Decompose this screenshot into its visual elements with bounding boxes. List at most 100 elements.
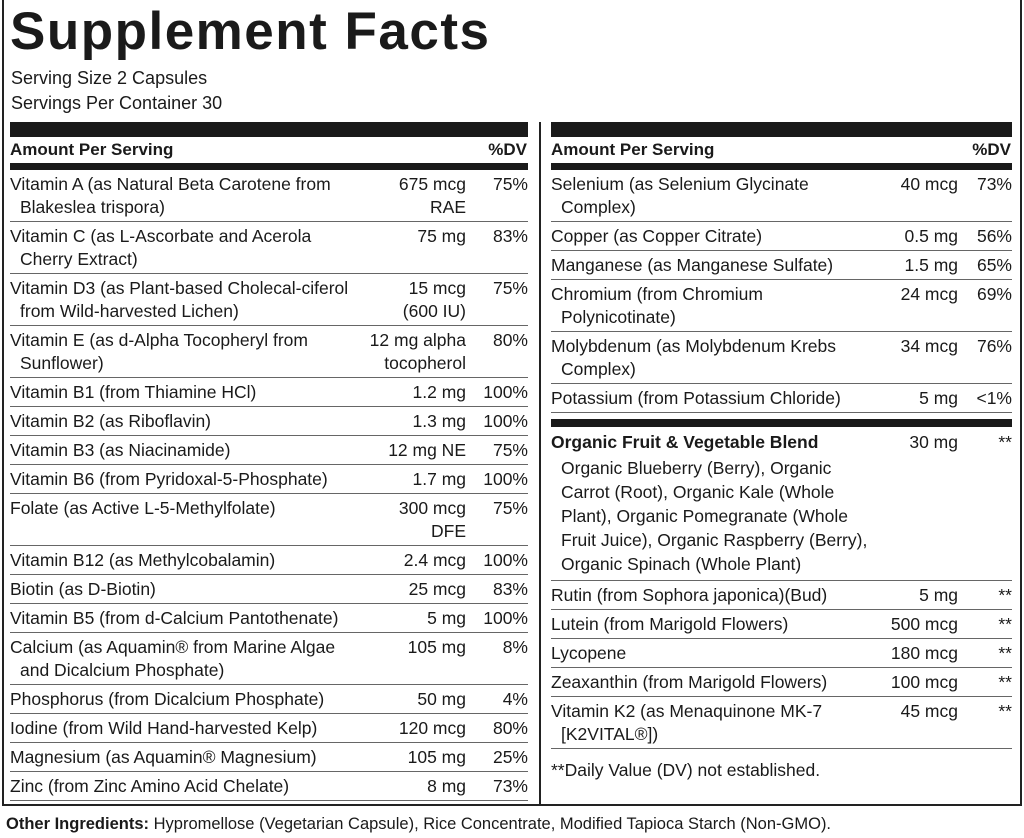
- nutrient-row: Zinc (from Zinc Amino Acid Chelate) 8 mg 7…: [10, 772, 528, 801]
- nutrient-amount: 500 mcg: [863, 613, 958, 636]
- serving-size: Serving Size 2 Capsules: [11, 68, 208, 88]
- nutrient-dv: 83%: [492, 579, 528, 599]
- nutrient-dv: 65%: [976, 255, 1012, 275]
- nutrient-row: Zeaxanthin (from Marigold Flowers) 100 mc…: [551, 668, 1012, 697]
- nutrient-row: Copper (as Copper Citrate) 0.5 mg 56%: [551, 222, 1012, 251]
- nutrient-amount: 34 mcg: [863, 335, 958, 381]
- blend-dv: **: [998, 432, 1012, 452]
- amount-line: 50 mg: [417, 689, 466, 709]
- nutrient-row: Vitamin K2 (as Menaquinone MK-7 [K2VITAL…: [551, 697, 1012, 749]
- column-divider: [539, 122, 541, 806]
- amount-line: tocopherol: [384, 353, 466, 373]
- left-table: Amount Per Serving %DV Vitamin A (as Natur…: [10, 122, 528, 801]
- nutrient-name: Potassium (from Potassium Chloride): [551, 388, 841, 408]
- nutrient-dv: 83%: [492, 226, 528, 246]
- amount-line: 12 mg NE: [388, 440, 466, 460]
- amount-line: 1.7 mg: [412, 469, 467, 489]
- nutrient-row: Vitamin C (as L-Ascorbate and Acerola Ch…: [10, 222, 528, 274]
- nutrient-amount: 12 mg NE: [366, 439, 466, 462]
- nutrient-row: Folate (as Active L-5-Methylfolate) 300 m…: [10, 494, 528, 546]
- amount-line: RAE: [430, 197, 466, 217]
- other-label: Other Ingredients:: [6, 815, 150, 833]
- nutrient-name: Rutin (from Sophora japonica)(Bud): [551, 585, 828, 605]
- header-dv: %DV: [488, 140, 527, 159]
- amount-line: 24 mcg: [900, 284, 958, 304]
- amount-line: (600 IU): [402, 301, 466, 321]
- header-amount: Amount Per Serving: [10, 140, 174, 159]
- nutrient-amount: 300 mcg DFE: [366, 497, 466, 543]
- nutrient-row: Molybdenum (as Molybdenum Krebs Complex)…: [551, 332, 1012, 384]
- nutrient-name: Vitamin A (as Natural Beta Carotene from…: [10, 174, 331, 217]
- nutrient-dv: 56%: [976, 226, 1012, 246]
- amount-line: 12 mg alpha: [369, 330, 466, 350]
- nutrient-name: Folate (as Active L-5-Methylfolate): [10, 498, 276, 518]
- nutrient-dv: 100%: [483, 550, 528, 570]
- nutrient-name: Chromium (from Chromium Polynicotinate): [551, 284, 763, 327]
- nutrient-dv: **: [998, 585, 1012, 605]
- nutrient-row: Vitamin B3 (as Niacinamide) 12 mg NE 75%: [10, 436, 528, 465]
- header-dv: %DV: [972, 140, 1011, 159]
- amount-line: 180 mcg: [890, 643, 958, 663]
- nutrient-dv: 25%: [492, 747, 528, 767]
- nutrient-dv: 69%: [976, 284, 1012, 304]
- nutrient-row: Vitamin B12 (as Methylcobalamin) 2.4 mcg 1…: [10, 546, 528, 575]
- nutrient-name: Vitamin B5 (from d-Calcium Pantothenate): [10, 608, 339, 628]
- nutrient-name: Vitamin B3 (as Niacinamide): [10, 440, 231, 460]
- amount-line: 5 mg: [427, 608, 466, 628]
- nutrient-amount: 1.2 mg: [366, 381, 467, 404]
- nutrient-row: Vitamin E (as d-Alpha Tocopheryl from Su…: [10, 326, 528, 378]
- table-header: Amount Per Serving %DV: [551, 137, 1012, 170]
- nutrient-amount: 675 mcg RAE: [366, 173, 466, 219]
- amount-line: 40 mcg: [900, 174, 958, 194]
- header-amount: Amount Per Serving: [551, 140, 715, 159]
- amount-line: 45 mcg: [900, 701, 958, 721]
- amount-line: 100 mcg: [890, 672, 958, 692]
- nutrient-row: Vitamin D3 (as Plant-based Cholecal-cife…: [10, 274, 528, 326]
- nutrient-amount: 40 mcg: [863, 173, 958, 219]
- nutrient-row: Manganese (as Manganese Sulfate) 1.5 mg 65…: [551, 251, 1012, 280]
- nutrient-amount: 45 mcg: [863, 700, 958, 746]
- nutrient-row: Rutin (from Sophora japonica)(Bud) 5 mg **: [551, 581, 1012, 610]
- nutrient-dv: 8%: [502, 637, 528, 657]
- nutrient-name: Selenium (as Selenium Glycinate Complex): [551, 174, 809, 217]
- nutrient-row: Magnesium (as Aquamin® Magnesium) 105 mg 2…: [10, 743, 528, 772]
- nutrient-amount: 50 mg: [366, 688, 466, 711]
- nutrient-dv: 73%: [976, 174, 1012, 194]
- nutrient-dv: 4%: [502, 689, 528, 709]
- nutrient-row: Biotin (as D-Biotin) 25 mcg 83%: [10, 575, 528, 604]
- nutrient-row: Vitamin B5 (from d-Calcium Pantothenate)…: [10, 604, 528, 633]
- amount-line: 75 mg: [417, 226, 466, 246]
- nutrient-dv: 75%: [492, 278, 528, 298]
- nutrient-row: Phosphorus (from Dicalcium Phosphate) 50 …: [10, 685, 528, 714]
- nutrient-name: Iodine (from Wild Hand-harvested Kelp): [10, 718, 318, 738]
- nutrient-dv: **: [998, 701, 1012, 721]
- nutrient-row: Vitamin B1 (from Thiamine HCl) 1.2 mg 100%: [10, 378, 528, 407]
- nutrient-name: Vitamin B2 (as Riboflavin): [10, 411, 212, 431]
- nutrient-dv: 80%: [492, 718, 528, 738]
- nutrient-amount: 180 mcg: [863, 642, 958, 665]
- nutrient-name: Vitamin B1 (from Thiamine HCl): [10, 382, 257, 402]
- amount-line: 0.5 mg: [904, 226, 959, 246]
- nutrient-dv: 73%: [492, 776, 528, 796]
- nutrient-dv: **: [998, 614, 1012, 634]
- nutrient-name: Vitamin D3 (as Plant-based Cholecal-cife…: [10, 278, 349, 321]
- header-bar: [551, 122, 1012, 137]
- nutrient-amount: 1.3 mg: [366, 410, 467, 433]
- other-ingredients: Other Ingredients: Hypromellose (Vegetar…: [6, 815, 831, 834]
- blend-name: Organic Fruit & Vegetable Blend: [551, 432, 819, 452]
- nutrient-name: Vitamin E (as d-Alpha Tocopheryl from Su…: [10, 330, 308, 373]
- nutrient-name: Calcium (as Aquamin® from Marine Algae a…: [10, 637, 336, 680]
- nutrient-amount: 105 mg: [366, 636, 466, 682]
- nutrient-row: Calcium (as Aquamin® from Marine Algae a…: [10, 633, 528, 685]
- header-bar: [10, 122, 528, 137]
- servings-per-container: Servings Per Container 30: [11, 93, 223, 113]
- nutrient-name: Vitamin K2 (as Menaquinone MK-7 [K2VITAL…: [551, 701, 823, 744]
- nutrient-name: Vitamin C (as L-Ascorbate and Acerola Ch…: [10, 226, 312, 269]
- nutrient-row: Lutein (from Marigold Flowers) 500 mcg **: [551, 610, 1012, 639]
- nutrient-name: Magnesium (as Aquamin® Magnesium): [10, 747, 317, 767]
- nutrient-dv: 75%: [492, 498, 528, 518]
- nutrient-dv: **: [998, 643, 1012, 663]
- nutrient-amount: 105 mg: [366, 746, 466, 769]
- nutrient-name: Copper (as Copper Citrate): [551, 226, 763, 246]
